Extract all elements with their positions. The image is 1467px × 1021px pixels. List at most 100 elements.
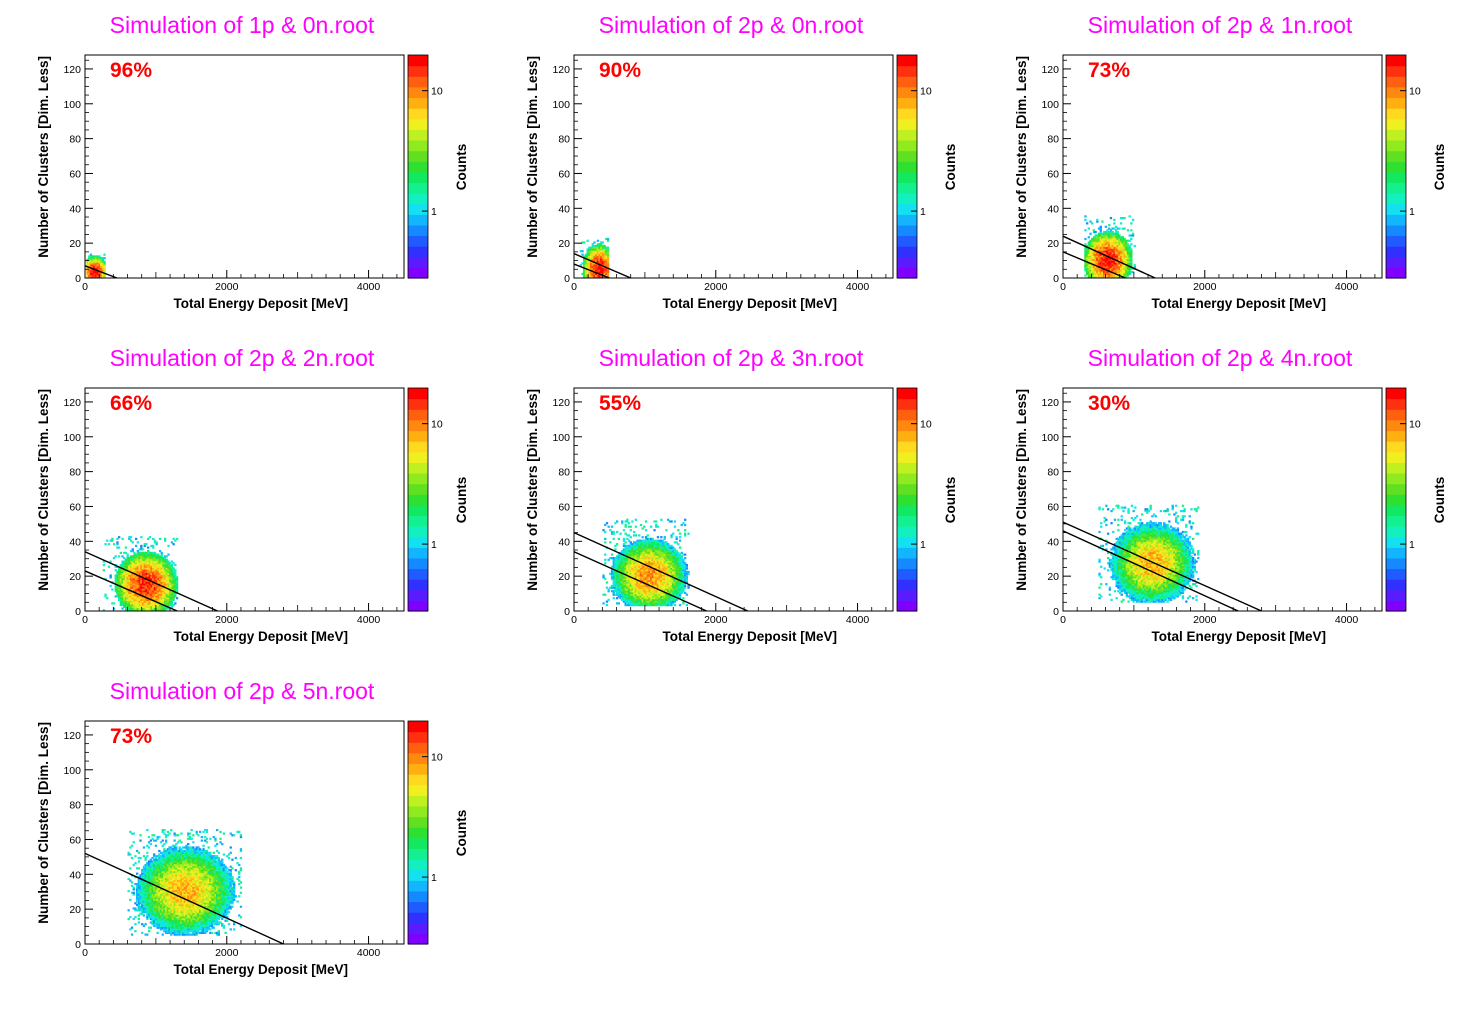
- heatmap-bin: [170, 584, 174, 588]
- heatmap-bin: [112, 607, 116, 610]
- heatmap-bin: [624, 541, 627, 544]
- heatmap-bin: [646, 543, 649, 546]
- heatmap-bin: [591, 272, 594, 275]
- heatmap-bin: [670, 574, 673, 577]
- heatmap-bin: [1097, 253, 1101, 256]
- heatmap-bin: [636, 588, 639, 591]
- heatmap-bin: [646, 557, 649, 560]
- heatmap-bin: [612, 593, 615, 596]
- heatmap-bin: [126, 590, 129, 593]
- heatmap-bin: [680, 586, 683, 589]
- heatmap-bin: [145, 588, 148, 591]
- heatmap-bin: [153, 557, 157, 560]
- heatmap-bin: [665, 584, 668, 588]
- heatmap-bin: [150, 574, 153, 577]
- y-tick-label: 120: [552, 64, 570, 76]
- heatmap-bin: [1089, 274, 1092, 277]
- heatmap-bin: [605, 586, 609, 589]
- heatmap-bin: [626, 534, 629, 537]
- heatmap-bin: [624, 553, 627, 556]
- heatmap-bin: [128, 604, 131, 607]
- heatmap-bin: [153, 586, 157, 589]
- heatmap-bin: [1086, 250, 1089, 253]
- heatmap-bin: [148, 560, 151, 563]
- heatmap-bin: [631, 560, 634, 563]
- heatmap-bin: [133, 551, 136, 554]
- heatmap-bin: [650, 553, 653, 556]
- heatmap-bin: [644, 557, 648, 560]
- heatmap-bin: [111, 588, 114, 591]
- heatmap-bin: [150, 604, 153, 607]
- heatmap-bin: [143, 562, 146, 565]
- heatmap-bin: [153, 572, 157, 575]
- heatmap-bin: [627, 604, 631, 607]
- heatmap-bin: [672, 557, 675, 560]
- heatmap-bin: [114, 576, 117, 579]
- heatmap-bin: [136, 607, 139, 610]
- heatmap-bin: [129, 564, 133, 567]
- heatmap-bin: [598, 276, 601, 279]
- y-tick-label: 60: [69, 168, 81, 180]
- heatmap-bin: [661, 584, 665, 588]
- heatmap-bin: [1092, 244, 1096, 248]
- heatmap-bin: [124, 588, 128, 591]
- heatmap-bin: [131, 602, 134, 605]
- heatmap-bin: [661, 581, 665, 584]
- heatmap-bin: [626, 593, 629, 596]
- heatmap-bin: [141, 548, 145, 551]
- heatmap-bin: [644, 597, 648, 600]
- heatmap-bin: [687, 584, 690, 588]
- heatmap-bin: [153, 574, 157, 577]
- heatmap-bin: [1103, 276, 1106, 279]
- heatmap-bin: [617, 586, 620, 589]
- heatmap-bin: [622, 560, 626, 563]
- heatmap-bin: [609, 572, 612, 575]
- heatmap-bin: [1120, 579, 1123, 582]
- heatmap-bin: [1123, 227, 1126, 230]
- heatmap-bin: [660, 543, 663, 546]
- heatmap-bin: [1113, 241, 1116, 244]
- heatmap-bin: [1115, 555, 1118, 558]
- heatmap-bin: [619, 590, 622, 593]
- heatmap-bin: [651, 602, 654, 605]
- heatmap-bin: [121, 565, 124, 568]
- heatmap-bin: [1135, 567, 1139, 570]
- heatmap-bin: [1114, 251, 1118, 255]
- heatmap-bin: [167, 597, 170, 600]
- heatmap-bin: [622, 584, 626, 588]
- heatmap-bin: [1124, 536, 1127, 539]
- heatmap-bin: [169, 604, 172, 607]
- heatmap-bin: [158, 579, 162, 582]
- heatmap-bin: [162, 584, 165, 588]
- heatmap-bin: [172, 543, 175, 546]
- heatmap-bin: [624, 550, 627, 553]
- heatmap-bin: [1091, 260, 1094, 263]
- heatmap-bin: [646, 584, 649, 588]
- heatmap-bin: [626, 579, 629, 582]
- heatmap-bin: [680, 583, 683, 586]
- heatmap-bin: [141, 597, 145, 600]
- heatmap-bin: [1111, 239, 1114, 242]
- heatmap-bin: [641, 570, 644, 574]
- heatmap-bin: [165, 604, 168, 607]
- heatmap-bin: [169, 583, 172, 586]
- heatmap-bin: [157, 572, 160, 575]
- heatmap-bin: [140, 588, 143, 591]
- heatmap-bin: [135, 557, 138, 560]
- heatmap-bin: [1116, 265, 1119, 268]
- heatmap-bin: [162, 577, 165, 581]
- heatmap-bin: [675, 584, 678, 588]
- heatmap-bin: [631, 595, 634, 598]
- heatmap-bin: [138, 584, 141, 588]
- heatmap-bin: [162, 574, 165, 577]
- heatmap-bin: [629, 604, 632, 607]
- heatmap-bin: [101, 264, 104, 267]
- heatmap-bin: [617, 572, 620, 575]
- heatmap-bin: [673, 551, 677, 554]
- heatmap-bin: [593, 241, 596, 244]
- heatmap-bin: [658, 541, 661, 544]
- heatmap-bin: [1126, 239, 1130, 242]
- heatmap-bin: [126, 591, 129, 594]
- heatmap-bin: [1111, 272, 1114, 275]
- heatmap-bin: [106, 539, 109, 542]
